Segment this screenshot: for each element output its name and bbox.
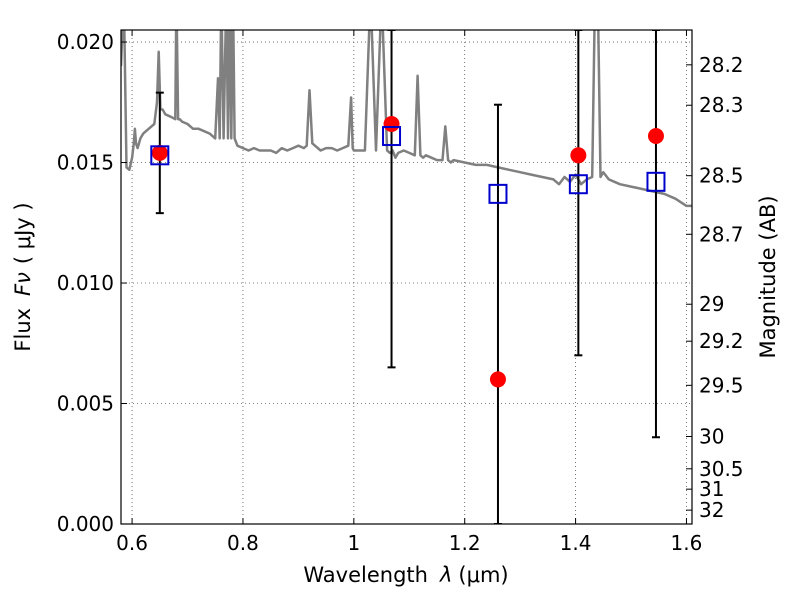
model-photometry-square xyxy=(488,183,508,204)
y-tick-label: 0.000 xyxy=(57,512,114,536)
magnitude-tick-label: 32 xyxy=(699,498,724,522)
y-tick-label: 0.005 xyxy=(57,392,114,416)
observed-flux-point xyxy=(151,144,168,161)
x-tick-label: 0.8 xyxy=(227,531,259,555)
x-tick-label: 1.2 xyxy=(449,531,481,555)
magnitude-tick-label: 29.2 xyxy=(699,329,744,353)
magnitude-tick-label: 28.5 xyxy=(699,164,744,188)
observed-flux-point xyxy=(570,147,587,164)
magnitude-tick-label: 28.3 xyxy=(699,93,744,117)
y-tick-label: 0.010 xyxy=(57,271,114,295)
magnitude-tick-label: 29.5 xyxy=(699,373,744,397)
observed-points xyxy=(151,115,664,388)
x-tick-label: 1.4 xyxy=(560,531,592,555)
model-photometry-points xyxy=(150,126,666,204)
x-tick-label: 1.6 xyxy=(671,531,703,555)
plot-frame xyxy=(120,29,693,525)
model-photometry-square xyxy=(568,174,588,195)
magnitude-tick-label: 30.5 xyxy=(699,457,744,481)
magnitude-axis-label: Magnitude (AB) xyxy=(756,195,780,358)
y-tick-label: 0.015 xyxy=(57,151,114,175)
magnitude-tick-label: 31 xyxy=(699,477,724,501)
x-tick-label: 1 xyxy=(347,531,360,555)
model-photometry-square xyxy=(382,126,402,147)
grid-lines xyxy=(121,30,692,525)
x-tick-label: 0.6 xyxy=(116,531,148,555)
y-axis-label: FluxFν( μJy ) xyxy=(11,202,35,351)
model-photometry-square xyxy=(150,145,170,166)
model-spectrum-group xyxy=(121,30,692,208)
observed-flux-point xyxy=(647,128,664,145)
magnitude-tick-label: 28.7 xyxy=(699,222,744,246)
magnitude-tick-label: 30 xyxy=(699,425,724,449)
x-axis-label: Wavelength λ (μm) xyxy=(303,563,508,587)
magnitude-tick-label: 28.2 xyxy=(699,53,744,77)
y-tick-label: 0.020 xyxy=(57,30,114,54)
model-spectrum-line xyxy=(121,30,692,208)
observed-flux-point xyxy=(383,115,400,132)
y-axis: 0.000 0.005 0.010 0.015 0.020 xyxy=(57,30,127,536)
model-photometry-square xyxy=(646,171,666,192)
observed-flux-point xyxy=(489,371,506,388)
error-bars xyxy=(155,30,660,524)
magnitude-tick-label: 29 xyxy=(699,292,724,316)
x-axis: 0.6 0.8 1 1.2 1.4 1.6 xyxy=(116,30,702,555)
